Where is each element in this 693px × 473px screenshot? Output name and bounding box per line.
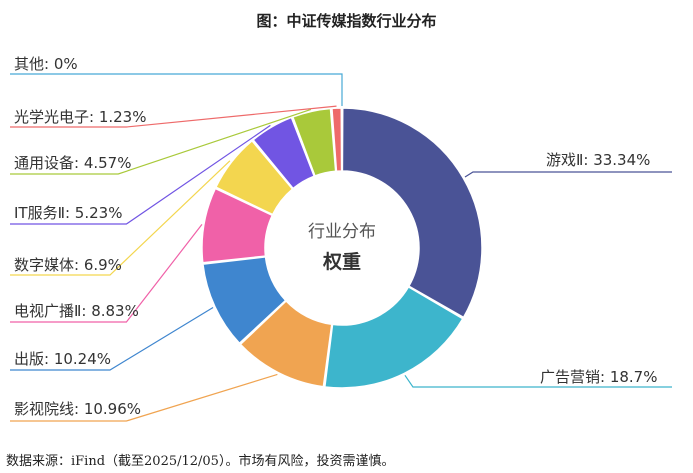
center-value: 权重 xyxy=(322,250,361,273)
leader-line-9 xyxy=(10,73,343,106)
slice-3-s3[interactable] xyxy=(202,256,287,345)
slice-4-s4[interactable] xyxy=(201,187,274,264)
slice-labels: 游戏Ⅱ: 33.34% 广告营销: 18.7% 影视院线: 10.96% 出版: 10… xyxy=(14,55,657,418)
slice-1-s1[interactable] xyxy=(323,285,464,389)
slice-label-3: 出版: 10.24% xyxy=(14,350,111,368)
slice-7-s7[interactable] xyxy=(291,107,337,177)
leader-line-4 xyxy=(10,224,203,323)
leader-line-0 xyxy=(464,171,672,178)
center-label: 行业分布 xyxy=(308,222,376,242)
donut-slices xyxy=(201,107,483,389)
leader-line-3 xyxy=(10,306,214,371)
slice-label-7: 通用设备: 4.57% xyxy=(14,154,131,172)
leader-line-1 xyxy=(404,374,672,388)
slice-6-IT[interactable] xyxy=(252,116,316,190)
slice-label-6: IT服务Ⅱ: 5.23% xyxy=(14,204,122,222)
slice-label-8: 光学光电子: 1.23% xyxy=(14,108,146,126)
slice-label-4: 电视广播Ⅱ: 8.83% xyxy=(14,302,139,320)
source-note: 数据来源：iFind（截至2025/12/05）。市场有风险，投资需谨慎。 xyxy=(6,454,395,469)
slice-5-s5[interactable] xyxy=(214,139,294,216)
slice-label-2: 影视院线: 10.96% xyxy=(14,400,141,418)
leader-line-2 xyxy=(10,373,278,422)
slice-8-s8[interactable] xyxy=(331,107,343,173)
chart-title: 图：中证传媒指数行业分布 xyxy=(256,12,437,30)
slice-2-s2[interactable] xyxy=(239,299,333,388)
slice-label-1: 广告营销: 18.7% xyxy=(540,368,657,386)
slice-label-9: 其他: 0% xyxy=(14,55,78,73)
slice-label-5: 数字媒体: 6.9% xyxy=(14,256,122,274)
leader-line-6 xyxy=(10,124,271,225)
leader-line-5 xyxy=(10,160,231,276)
slice-0-s0[interactable] xyxy=(341,107,483,319)
leader-lines xyxy=(10,73,672,422)
leader-line-7 xyxy=(10,108,312,175)
leader-line-8 xyxy=(10,105,337,128)
slice-label-0: 游戏Ⅱ: 33.34% xyxy=(546,151,650,169)
